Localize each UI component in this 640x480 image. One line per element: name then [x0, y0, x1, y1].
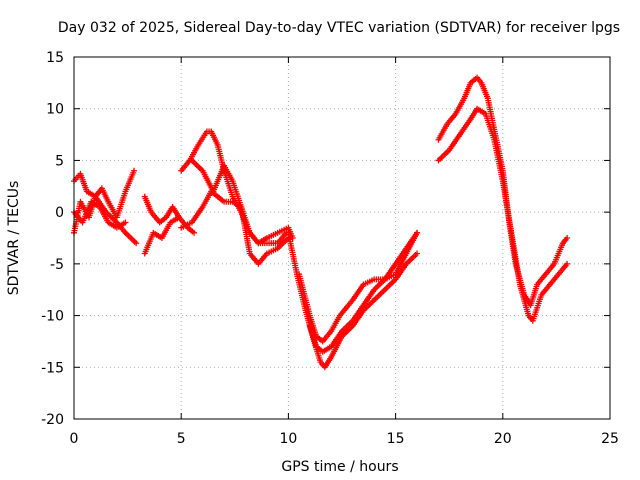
series-track-11: [306, 229, 421, 355]
series-track-10: [296, 229, 421, 345]
y-tick-label: 10: [46, 102, 64, 118]
y-tick-label: -20: [41, 412, 64, 428]
series-track-1: [71, 167, 138, 221]
y-tick-label: -10: [41, 309, 64, 325]
x-tick-label: 20: [494, 431, 512, 447]
y-tick-label: 5: [55, 153, 64, 169]
chart-title: Day 032 of 2025, Sidereal Day-to-day VTE…: [58, 20, 620, 36]
series-track-8: [188, 157, 292, 267]
axis-ticks: 0 5 10 15 20 25 -20 -15 -10 -5 0 5 10 15: [41, 50, 619, 447]
series-track-5: [141, 193, 183, 226]
data-point: [122, 219, 129, 226]
y-tick-label: -5: [50, 257, 64, 273]
y-tick-label: 15: [46, 50, 64, 66]
y-axis-label: SDTVAR / TECUs: [6, 181, 22, 296]
data-point: [131, 167, 138, 174]
data-point: [133, 240, 140, 247]
series-track-6: [178, 188, 296, 247]
data-point: [414, 229, 421, 236]
data-point: [176, 214, 183, 221]
data-point: [564, 235, 571, 241]
series-track-4: [141, 214, 198, 257]
x-axis-label: GPS time / hours: [281, 459, 398, 475]
data-point: [564, 260, 571, 267]
series-track-13: [435, 105, 571, 324]
y-tick-label: 0: [55, 205, 64, 221]
x-tick-label: 5: [177, 431, 186, 447]
data-points: [71, 74, 571, 371]
data-point: [191, 229, 198, 236]
y-tick-label: -15: [41, 360, 64, 376]
x-tick-label: 0: [70, 431, 79, 447]
grid: [74, 57, 610, 419]
plot-frame: [73, 56, 611, 420]
x-tick-label: 15: [387, 431, 405, 447]
x-tick-label: 10: [279, 431, 297, 447]
x-tick-label: 25: [601, 431, 619, 447]
data-point: [414, 250, 421, 257]
